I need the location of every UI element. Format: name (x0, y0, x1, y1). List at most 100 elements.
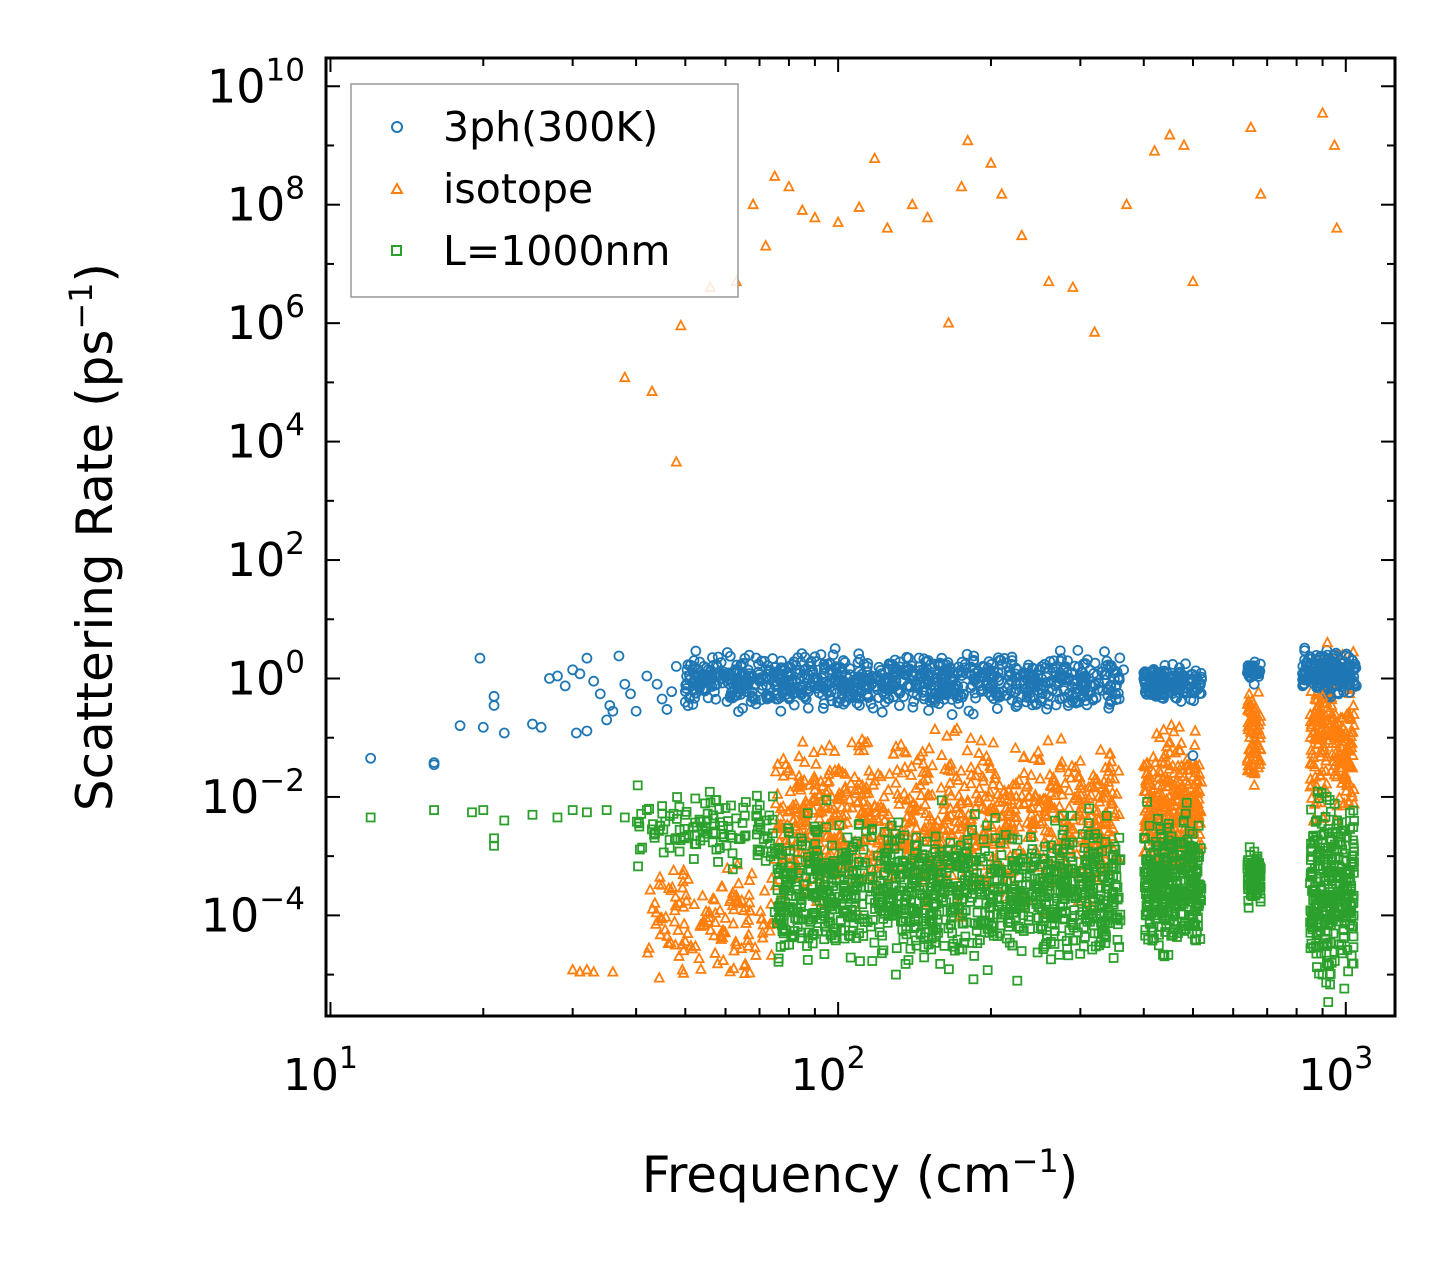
dense-marker-circle (894, 700, 905, 712)
dense-marker-triangle (882, 783, 895, 795)
dense-marker-circle (689, 687, 701, 699)
dense-marker-triangle (1033, 752, 1046, 765)
dense-marker-triangle (1054, 758, 1067, 770)
dense-marker-triangle (1246, 712, 1259, 724)
dense-marker-triangle (915, 788, 928, 800)
dense-marker-triangle (1189, 724, 1202, 736)
dense-marker-circle (963, 705, 975, 717)
dense-marker-triangle (905, 813, 918, 825)
dense-marker-triangle (1078, 835, 1091, 847)
dense-marker-circle (1180, 658, 1191, 670)
dense-marker-triangle (708, 928, 721, 941)
dense-marker-triangle (1243, 687, 1256, 699)
dense-marker-circle (1167, 658, 1179, 670)
dense-marker-triangle (681, 926, 694, 938)
dense-marker-triangle (1027, 751, 1040, 764)
dense-marker-triangle (903, 791, 916, 804)
dense-marker-triangle (1018, 766, 1031, 778)
dense-marker-triangle (677, 867, 690, 880)
dense-marker-triangle (813, 811, 826, 823)
dense-marker-triangle (1072, 793, 1085, 806)
dense-marker-triangle (1157, 723, 1170, 735)
dense-marker-circle (698, 660, 710, 672)
dense-marker-triangle (745, 866, 758, 879)
dense-marker-triangle (1253, 757, 1266, 769)
dense-marker-triangle (1007, 822, 1020, 835)
dense-marker-circle (922, 655, 934, 666)
dense-marker-circle (1087, 680, 1098, 692)
dense-marker-circle (1350, 662, 1362, 674)
dense-marker-circle (1306, 666, 1318, 678)
dense-marker-circle (854, 653, 866, 665)
dense-marker-circle (1105, 696, 1117, 708)
dense-marker-triangle (807, 745, 820, 758)
dense-marker-triangle (1032, 801, 1045, 813)
dense-marker-circle (1032, 670, 1044, 681)
dense-marker-triangle (1143, 768, 1156, 780)
dense-marker-circle (1043, 690, 1054, 702)
dense-marker-triangle (1182, 777, 1195, 789)
dense-marker-circle (829, 643, 841, 655)
dense-marker-triangle (755, 911, 768, 924)
dense-marker-circle (787, 684, 799, 696)
dense-marker-triangle (656, 911, 669, 924)
dense-marker-triangle (1155, 779, 1168, 791)
dense-marker-triangle (741, 933, 754, 946)
dense-marker-triangle (1025, 768, 1038, 780)
dense-marker-circle (955, 690, 966, 702)
dense-marker-triangle (1045, 779, 1058, 791)
dense-marker-triangle (1318, 716, 1331, 729)
dense-marker-triangle (950, 769, 963, 782)
dense-marker-circle (1089, 657, 1101, 669)
dense-marker-circle (879, 696, 891, 708)
dense-marker-triangle (844, 776, 857, 789)
dense-marker-triangle (1193, 767, 1206, 779)
dense-marker-triangle (923, 741, 936, 754)
dense-marker-circle (759, 655, 770, 667)
dense-marker-triangle (1104, 817, 1117, 830)
dense-marker-circle (1158, 675, 1169, 687)
dense-marker-triangle (756, 931, 769, 943)
dense-marker-triangle (1337, 721, 1350, 734)
dense-marker-circle (937, 672, 949, 684)
dense-marker-circle (776, 655, 787, 667)
dense-marker-circle (1053, 676, 1065, 688)
dense-marker-circle (1031, 697, 1043, 709)
dense-marker-triangle (680, 894, 693, 906)
dense-marker-triangle (1074, 778, 1087, 791)
dense-marker-triangle (1096, 780, 1109, 793)
dense-marker-triangle (979, 789, 992, 802)
dense-marker-triangle (1241, 751, 1254, 764)
dense-marker-circle (1010, 701, 1022, 713)
dense-marker-triangle (715, 879, 728, 892)
dense-marker-triangle (1098, 791, 1111, 803)
dense-marker-circle (1038, 681, 1049, 692)
dense-marker-square (761, 815, 772, 826)
dense-marker-triangle (757, 918, 770, 930)
dense-marker-triangle (977, 826, 990, 838)
dense-marker-circle (1041, 703, 1053, 715)
dense-marker-triangle (969, 839, 982, 851)
dense-marker-circle (1299, 645, 1311, 657)
dense-marker-square (688, 854, 699, 864)
dense-marker-triangle (943, 758, 956, 770)
dense-marker-triangle (1175, 736, 1188, 748)
dense-marker-circle (999, 653, 1010, 664)
dense-marker-triangle (976, 754, 989, 766)
dense-marker-triangle (1178, 769, 1191, 782)
dense-marker-triangle (1188, 738, 1201, 750)
dense-marker-triangle (1023, 790, 1036, 802)
dense-marker-triangle (1330, 770, 1343, 782)
dense-marker-triangle (1182, 757, 1195, 769)
dense-marker-circle (923, 676, 935, 688)
dense-marker-circle (782, 676, 794, 688)
dense-marker-triangle (673, 896, 686, 908)
dense-marker-triangle (937, 802, 950, 815)
dense-marker-square (674, 846, 685, 857)
dense-marker-triangle (1063, 783, 1075, 796)
dense-marker-triangle (1026, 801, 1039, 814)
dense-marker-triangle (1069, 760, 1082, 773)
dense-marker-triangle (1110, 787, 1123, 799)
dense-marker-triangle (859, 783, 872, 795)
dense-marker-circle (862, 692, 874, 703)
